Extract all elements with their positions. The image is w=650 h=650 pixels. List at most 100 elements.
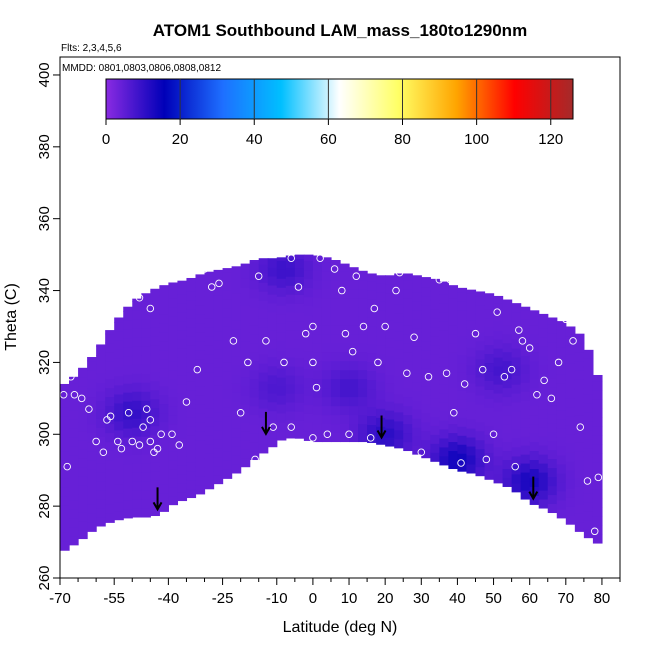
heatmap-cell <box>556 427 567 438</box>
heatmap-cell <box>457 444 468 454</box>
down-arrow <box>152 487 163 512</box>
sample-point <box>489 430 498 439</box>
heatmap-cell <box>340 279 350 290</box>
heatmap-cell <box>195 439 206 450</box>
heatmap-cell <box>186 308 197 319</box>
heatmap-cell <box>123 508 133 519</box>
heatmap-cell <box>376 399 386 409</box>
heatmap-cell <box>105 495 115 505</box>
heatmap-cell <box>231 419 242 429</box>
heatmap-cell <box>556 419 567 429</box>
heatmap-cell <box>141 409 151 419</box>
heatmap-cell <box>141 445 151 455</box>
colorbar-gradient <box>105 78 574 120</box>
heatmap-cell <box>78 475 88 486</box>
heatmap-cell <box>421 277 431 288</box>
heatmap-cell <box>520 436 531 446</box>
heatmap-cell <box>556 321 567 330</box>
heatmap-cell <box>96 498 106 509</box>
heatmap-cell <box>78 376 88 387</box>
heatmap-cell <box>231 436 242 447</box>
heatmap-cell <box>556 329 567 339</box>
heatmap-cell <box>385 347 395 357</box>
heatmap-cell <box>529 441 540 452</box>
heatmap-cell <box>249 369 260 380</box>
heatmap-cell <box>448 360 459 371</box>
sample-point <box>370 304 379 313</box>
heatmap-cell <box>394 339 404 350</box>
heatmap-cell <box>186 434 197 445</box>
heatmap-cell <box>439 419 449 430</box>
heatmap-cell <box>168 324 179 335</box>
heatmap-cell <box>258 264 269 274</box>
heatmap-cell <box>141 463 151 473</box>
heatmap-cell <box>403 279 413 290</box>
heatmap-cell <box>502 333 513 344</box>
heatmap-cell <box>69 481 79 492</box>
heatmap-cell <box>556 481 567 492</box>
heatmap-cell <box>204 273 215 283</box>
heatmap-cell <box>231 401 242 411</box>
heatmap-cell <box>529 333 540 344</box>
heatmap-cell <box>583 483 594 494</box>
heatmap-cell <box>466 311 477 321</box>
heatmap-cell <box>105 342 115 353</box>
heatmap-cell <box>267 392 278 403</box>
heatmap-cell <box>529 324 540 335</box>
heatmap-cell <box>574 504 585 514</box>
heatmap-cell <box>367 325 377 336</box>
heatmap-cell <box>240 448 251 459</box>
sample-point <box>395 268 404 277</box>
heatmap-cell <box>547 359 558 370</box>
heatmap-cell <box>132 301 142 311</box>
heatmap-cell <box>177 347 188 358</box>
heatmap-cell <box>439 339 449 349</box>
heatmap-cell <box>285 258 296 268</box>
sample-point <box>157 430 165 439</box>
heatmap-cell <box>502 387 513 398</box>
heatmap-cell <box>574 351 585 362</box>
heatmap-cell <box>574 468 585 478</box>
heatmap-cell <box>78 421 88 432</box>
heatmap-cell <box>556 454 567 465</box>
heatmap-cell <box>421 313 431 324</box>
heatmap-cell <box>60 460 70 470</box>
heatmap-cell <box>421 277 431 279</box>
heatmap-cell <box>484 317 495 328</box>
heatmap-cell <box>448 342 459 353</box>
sample-point <box>493 308 501 316</box>
x-tick-label: -25 <box>212 590 234 607</box>
heatmap-cell <box>421 376 431 387</box>
heatmap-cell <box>493 392 504 403</box>
sample-point <box>251 455 259 464</box>
x-tick-label: 0 <box>309 590 317 607</box>
heatmap-cell <box>222 361 233 372</box>
heatmap-cell <box>376 309 386 319</box>
sample-point <box>348 347 357 356</box>
heatmap-cell <box>222 280 233 291</box>
heatmap-cell <box>493 383 504 394</box>
heatmap-cell <box>231 293 242 303</box>
heatmap-cell <box>475 340 486 351</box>
heatmap-cell <box>385 427 395 438</box>
heatmap-cell <box>177 320 188 331</box>
heatmap-cell <box>96 516 106 527</box>
heatmap-cell <box>204 300 215 310</box>
heatmap-cell <box>195 287 206 297</box>
sample-point <box>471 329 480 338</box>
heatmap-cell <box>376 354 386 364</box>
heatmap-cell <box>321 306 332 317</box>
heatmap-cell <box>195 395 206 405</box>
heatmap-cell <box>60 388 70 399</box>
heatmap-cell <box>195 350 206 360</box>
heatmap-cell <box>493 374 504 385</box>
heatmap-cell <box>556 338 567 348</box>
heatmap-cell <box>204 479 215 490</box>
heatmap-cell <box>538 480 549 491</box>
heatmap-cell <box>403 297 413 308</box>
heatmap-cell <box>276 377 287 387</box>
sample-point <box>182 398 191 406</box>
heatmap-cell <box>168 282 179 290</box>
heatmap-cell <box>538 337 549 347</box>
x-tick-label: 10 <box>341 590 358 607</box>
